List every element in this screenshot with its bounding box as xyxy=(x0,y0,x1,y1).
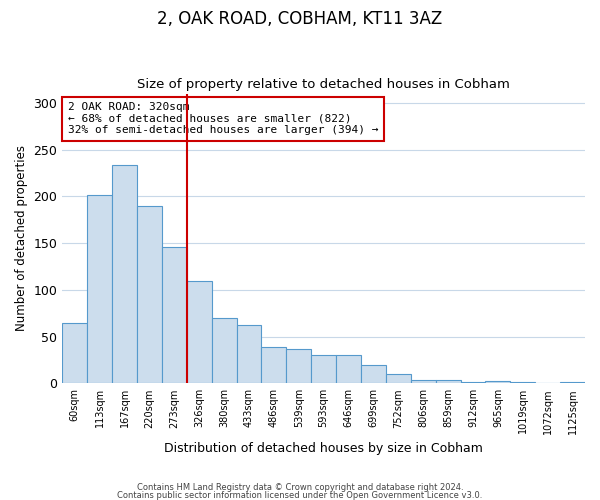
Bar xyxy=(461,382,485,384)
Bar xyxy=(137,206,162,384)
Text: Contains public sector information licensed under the Open Government Licence v3: Contains public sector information licen… xyxy=(118,490,482,500)
Text: Contains HM Land Registry data © Crown copyright and database right 2024.: Contains HM Land Registry data © Crown c… xyxy=(137,484,463,492)
Bar xyxy=(187,282,212,384)
Bar xyxy=(236,326,262,384)
Y-axis label: Number of detached properties: Number of detached properties xyxy=(15,146,28,332)
X-axis label: Distribution of detached houses by size in Cobham: Distribution of detached houses by size … xyxy=(164,442,483,455)
Bar xyxy=(162,247,187,384)
Bar xyxy=(62,322,87,384)
Bar xyxy=(336,356,361,384)
Bar xyxy=(212,318,236,384)
Bar xyxy=(485,380,511,384)
Bar xyxy=(286,348,311,384)
Text: 2 OAK ROAD: 320sqm
← 68% of detached houses are smaller (822)
32% of semi-detach: 2 OAK ROAD: 320sqm ← 68% of detached hou… xyxy=(68,102,378,136)
Bar xyxy=(386,374,411,384)
Text: 2, OAK ROAD, COBHAM, KT11 3AZ: 2, OAK ROAD, COBHAM, KT11 3AZ xyxy=(157,10,443,28)
Bar xyxy=(436,380,461,384)
Bar xyxy=(361,364,386,384)
Bar xyxy=(411,380,436,384)
Bar xyxy=(262,347,286,384)
Title: Size of property relative to detached houses in Cobham: Size of property relative to detached ho… xyxy=(137,78,510,91)
Bar xyxy=(87,194,112,384)
Bar xyxy=(311,356,336,384)
Bar xyxy=(560,382,585,384)
Bar xyxy=(511,382,535,384)
Bar xyxy=(112,164,137,384)
